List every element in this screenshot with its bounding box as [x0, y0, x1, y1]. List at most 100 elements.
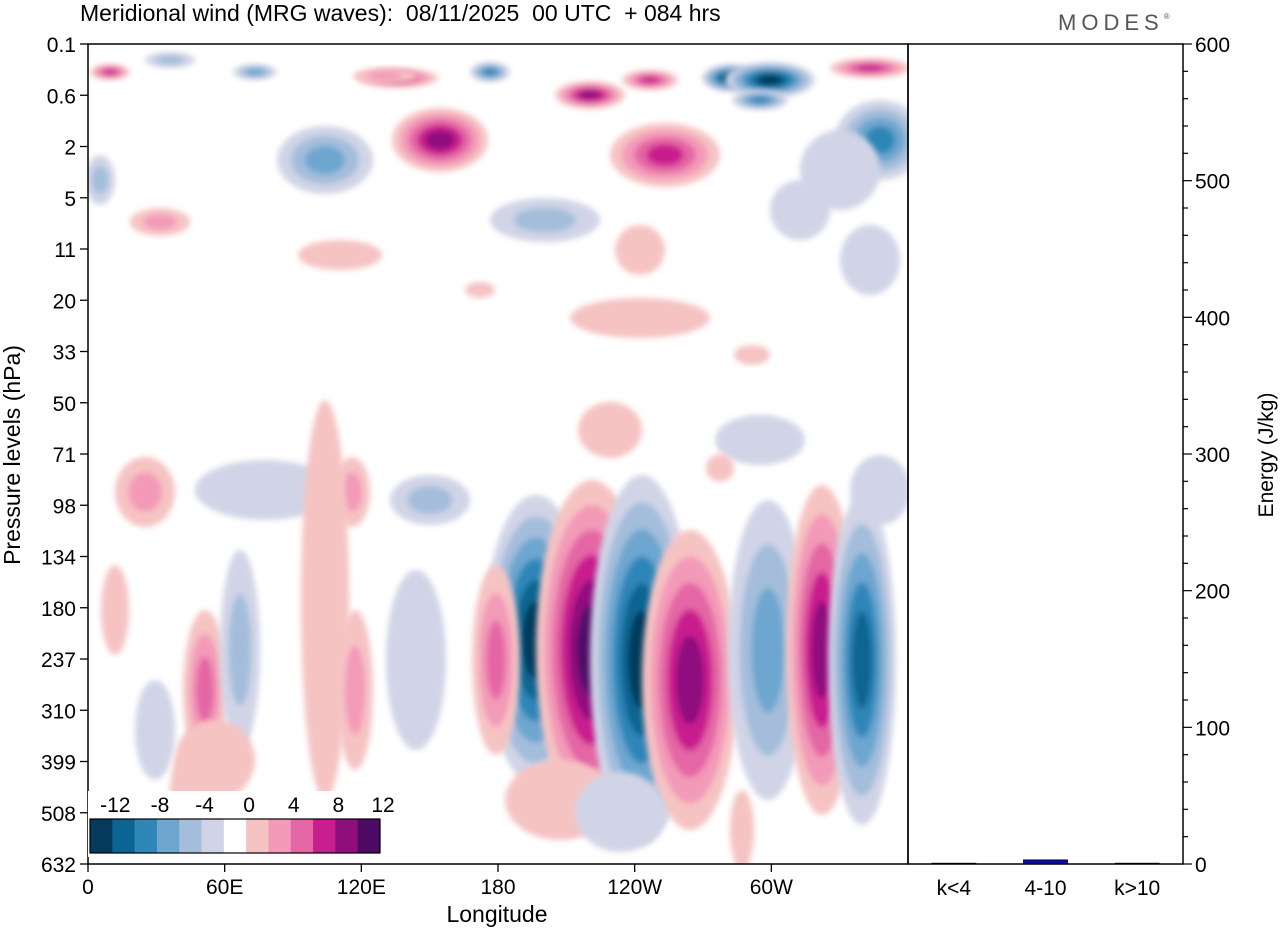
contour-feature	[615, 225, 665, 275]
energy-axis-label: Energy (J/kg)	[1255, 393, 1278, 518]
contour-feature	[840, 225, 900, 295]
y-tick-label: 98	[53, 495, 76, 518]
x-axis-label: Longitude	[446, 901, 547, 927]
contour-band	[730, 790, 754, 864]
x-tick-label: 60W	[750, 876, 793, 899]
contour-feature	[353, 68, 417, 84]
chart-title: Meridional wind (MRG waves): 08/11/2025 …	[80, 0, 721, 26]
contour-band	[228, 594, 252, 706]
contour-band	[706, 454, 734, 482]
contour-band	[341, 472, 363, 512]
energy-tick-label: 400	[1195, 307, 1230, 330]
colorbar-swatch	[290, 819, 314, 853]
contour-band	[344, 645, 366, 735]
colorbar-swatch	[112, 819, 136, 853]
colorbar-swatch	[134, 819, 158, 853]
contour-band	[101, 565, 129, 655]
contour-band	[245, 68, 265, 76]
contour-band	[851, 611, 873, 709]
colorbar-swatch	[335, 819, 359, 853]
contour-band	[578, 402, 642, 458]
contour-feature	[386, 570, 446, 750]
x-tick-label: 60E	[206, 876, 243, 899]
contour-feature	[622, 70, 678, 90]
contour-band	[734, 345, 770, 365]
y-tick-label: 11	[54, 239, 76, 262]
contour-band	[800, 130, 880, 210]
contour-feature	[706, 454, 734, 482]
energy-tick-label: 300	[1195, 444, 1230, 467]
colorbar: -12 -8 -4 0 4 8 12	[88, 791, 395, 857]
colorbar-tick-label: -12	[100, 794, 130, 817]
contour-band	[615, 225, 665, 275]
colorbar-swatch	[201, 819, 225, 853]
contour-band	[135, 680, 175, 780]
y-tick-label: 237	[41, 649, 76, 672]
contour-feature	[578, 402, 642, 458]
y-tick-label: 33	[53, 342, 76, 365]
brand-logo: MODES®	[1058, 10, 1170, 36]
y-tick-label: 310	[41, 700, 76, 723]
contour-band	[195, 656, 215, 724]
y-tick-label: 50	[53, 393, 76, 416]
y-tick-label: 399	[41, 752, 76, 775]
contour-feature	[730, 790, 754, 864]
contour-feature	[233, 64, 277, 80]
contour-feature	[828, 495, 896, 825]
colorbar-tick-label: -4	[195, 794, 214, 817]
contour-band	[298, 240, 382, 270]
y-tick-label: 5	[64, 188, 76, 211]
contour-band	[640, 76, 660, 84]
contour-feature	[298, 240, 382, 270]
contour-band	[91, 166, 109, 194]
contour-band	[195, 460, 335, 520]
contour-feature	[101, 565, 129, 655]
y-tick-label: 2	[64, 137, 76, 160]
y-tick-label: 508	[41, 803, 76, 826]
colorbar-swatch	[223, 819, 247, 853]
x-tick-label: 0	[82, 876, 94, 899]
contour-feature	[642, 530, 738, 830]
y-tick-label: 20	[53, 290, 76, 313]
contour-band	[367, 71, 403, 81]
energy-plot-frame	[907, 43, 1184, 865]
contour-band	[675, 635, 705, 725]
contour-feature	[301, 400, 349, 800]
contour-band	[386, 570, 446, 750]
colorbar-swatch	[90, 819, 113, 853]
contour-band	[579, 90, 601, 100]
colorbar-tick-label: 4	[288, 794, 300, 817]
energy-category-label: 4-10	[1024, 877, 1066, 900]
energy-tick-label: 500	[1195, 171, 1230, 194]
contour-feature	[472, 565, 520, 755]
energy-bar	[1114, 862, 1160, 865]
contour-band	[103, 69, 117, 75]
contour-band	[483, 68, 497, 76]
contour-band	[751, 588, 785, 712]
contour-feature	[392, 108, 488, 172]
colorbar-tick-label: 12	[371, 794, 394, 817]
colorbar-swatch	[357, 819, 381, 853]
contour-feature	[145, 52, 195, 68]
energy-bar	[931, 862, 977, 865]
contour-feature	[220, 550, 260, 750]
energy-category-label: k<4	[937, 877, 972, 900]
energy-tick-label: 100	[1195, 717, 1230, 740]
contour-feature	[130, 208, 190, 236]
colorbar-frame	[89, 818, 381, 854]
contour-band	[301, 400, 349, 800]
colorbar-swatch	[156, 819, 180, 853]
contour-band	[570, 298, 710, 338]
y-tick-label: 0.1	[47, 34, 76, 57]
energy-category-label: k>10	[1114, 877, 1160, 900]
x-tick-label: 180	[480, 876, 515, 899]
y-axis-label: Pressure levels (hPa)	[0, 345, 25, 565]
energy-tick-label: 0	[1195, 854, 1207, 877]
contour-band	[305, 145, 345, 175]
energy-tick-label: 600	[1195, 34, 1230, 57]
contour-feature	[90, 64, 130, 80]
contour-feature	[490, 198, 600, 242]
colorbar-tick-label: 8	[333, 794, 345, 817]
colorbar-tick-label: 0	[243, 794, 255, 817]
contour-band	[856, 64, 884, 72]
